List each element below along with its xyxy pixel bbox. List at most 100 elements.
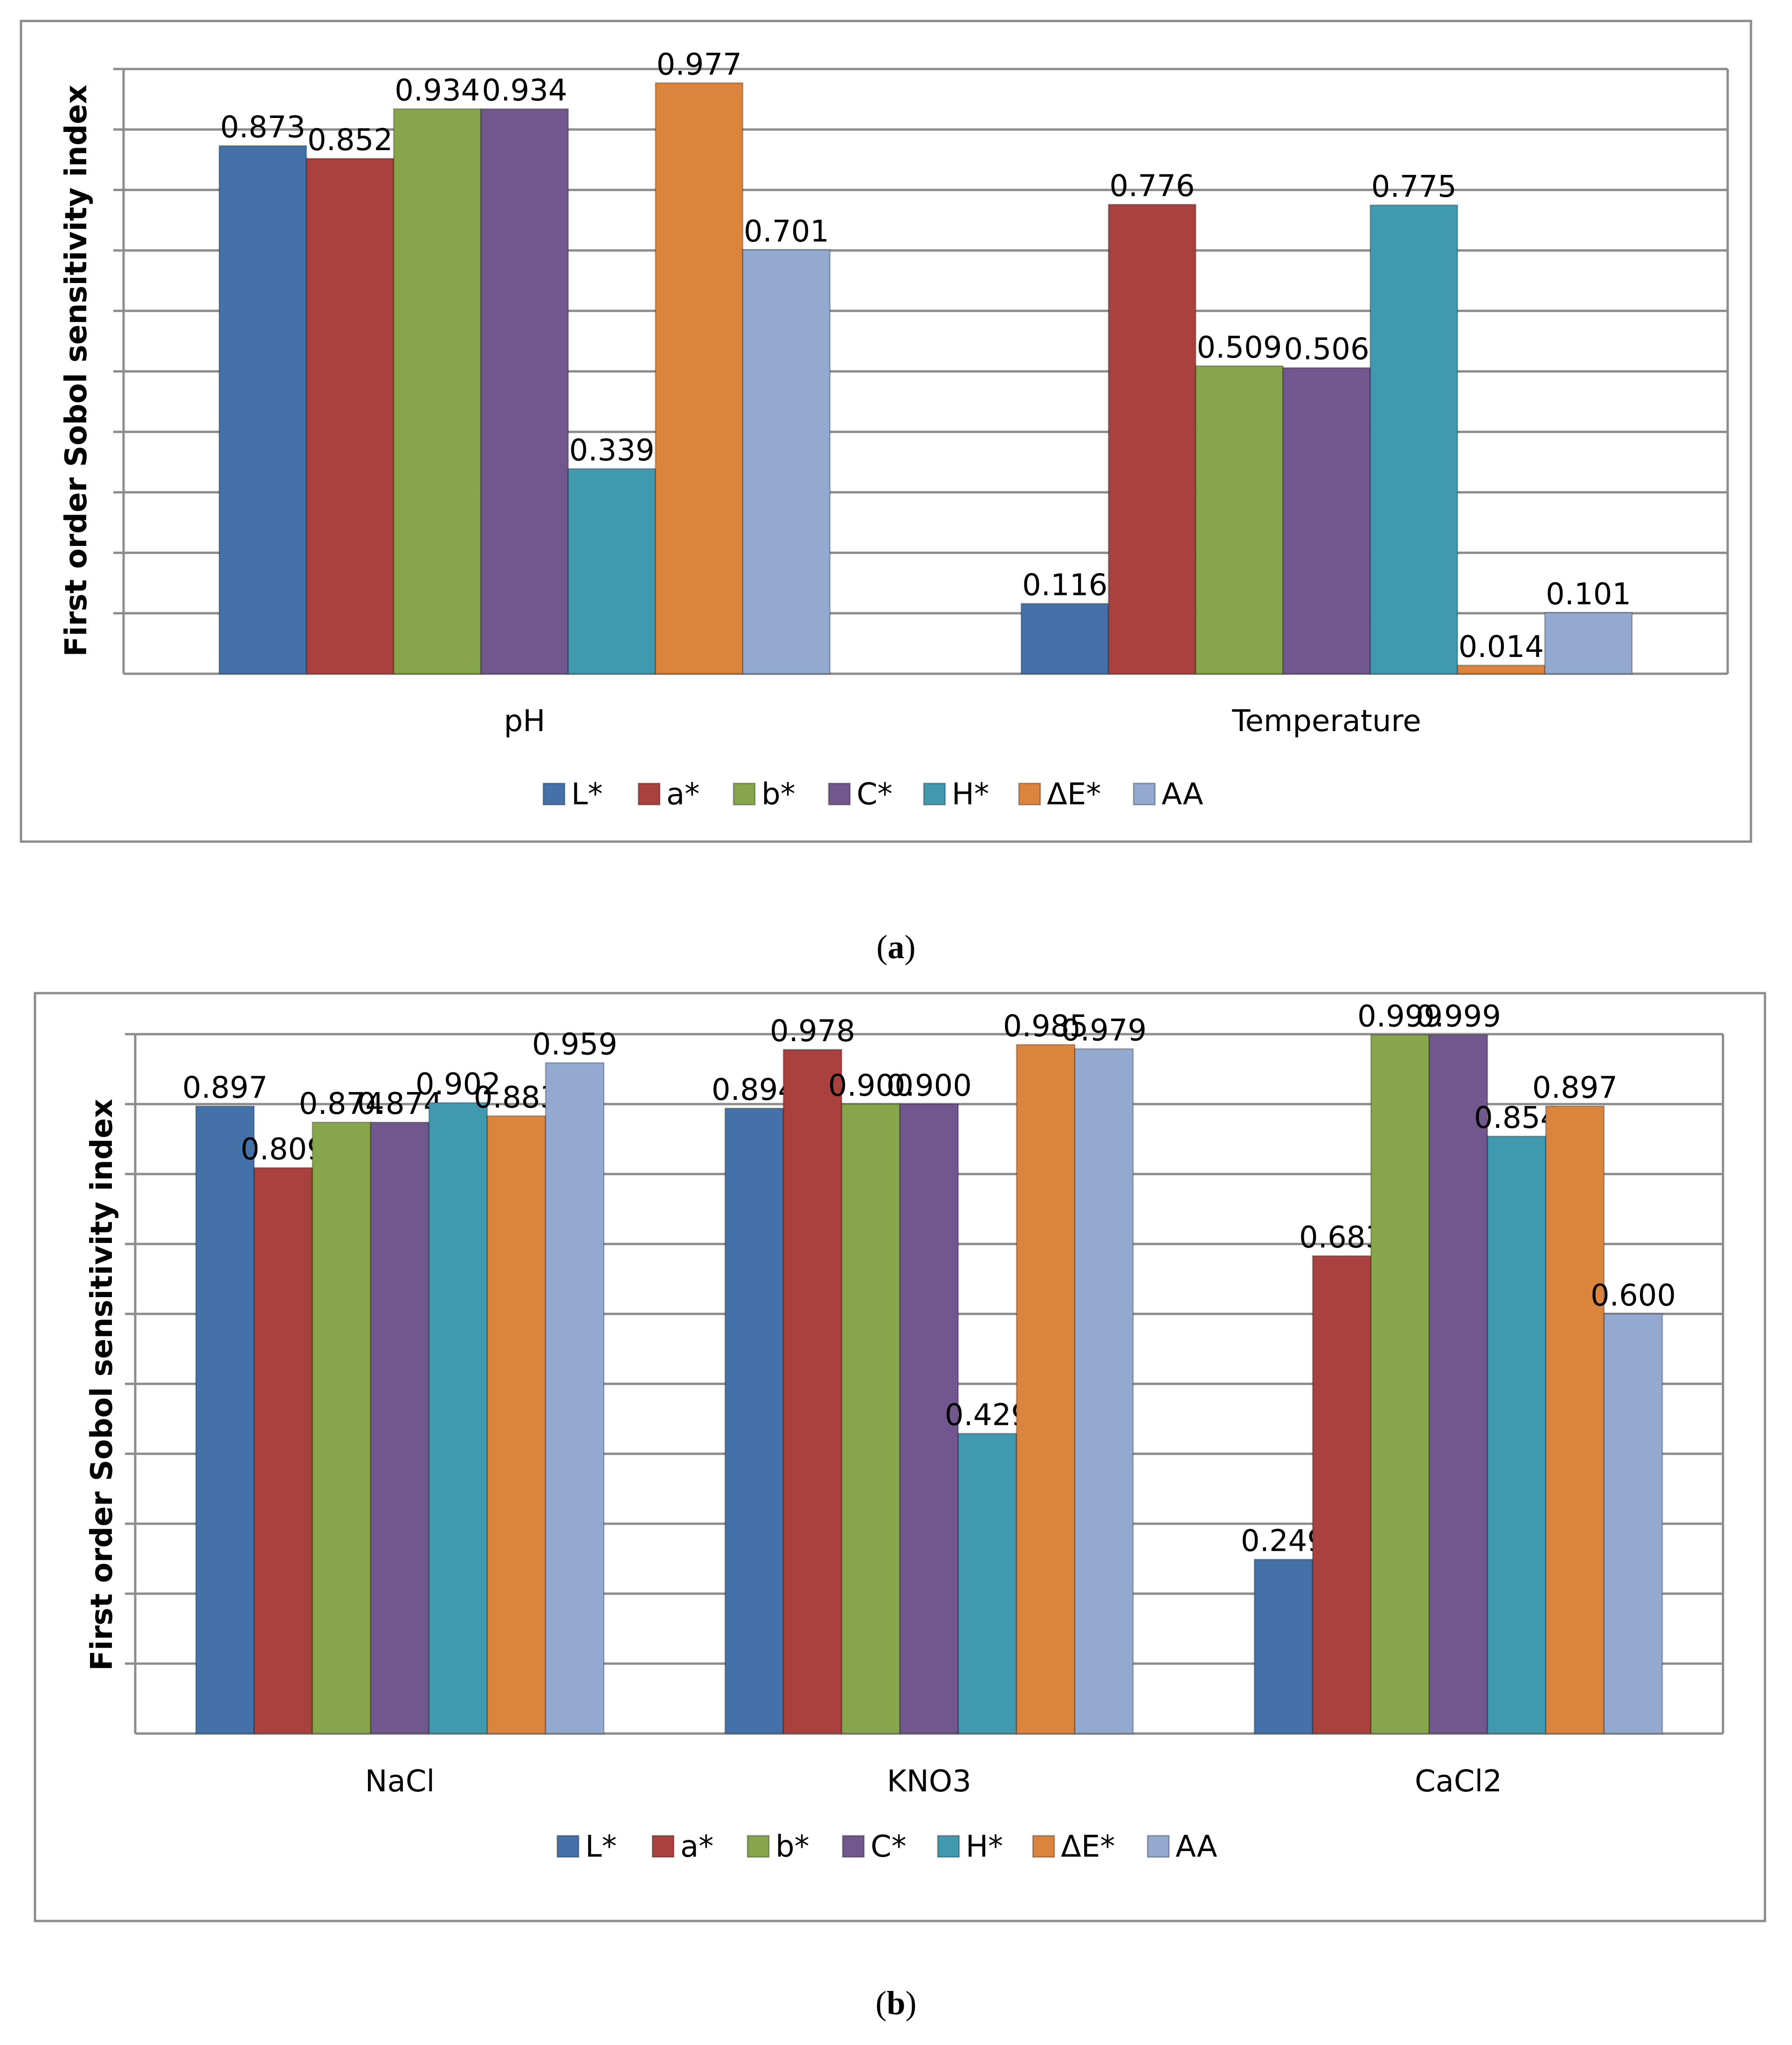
bar-temperature-c — [1282, 367, 1371, 675]
data-label-temperature-c: 0.506 — [1284, 332, 1369, 367]
bar-nacl-c — [370, 1121, 430, 1734]
caption-b-letter: b — [886, 1984, 906, 2022]
data-label-kno3-c: 0.900 — [886, 1069, 972, 1103]
bar-temperature-aa — [1544, 612, 1633, 675]
bar-nacl-aa — [545, 1062, 605, 1734]
data-label-kno3-a: 0.978 — [770, 1014, 855, 1049]
bar-ph-c — [480, 108, 569, 675]
bar-nacl-b — [311, 1121, 372, 1734]
caption-b: (b) — [0, 1984, 1792, 2023]
data-label-nacl-delta-e: 0.883 — [474, 1081, 559, 1115]
y-axis-label: First order Sobol sensitivity index — [59, 85, 94, 657]
legend-label-a: a* — [680, 1830, 713, 1864]
data-label-temperature-b: 0.509 — [1197, 331, 1282, 365]
data-label-nacl-c: 0.874 — [357, 1087, 443, 1121]
legend-label-a: a* — [666, 777, 699, 812]
bar-kno3-h — [957, 1433, 1017, 1734]
bar-nacl-l — [195, 1105, 255, 1734]
data-label-nacl-b: 0.874 — [299, 1087, 384, 1121]
bar-cacl2-c — [1428, 1034, 1488, 1734]
category-label-temperature: Temperature — [1232, 704, 1421, 739]
legend-swatch-h — [923, 782, 946, 806]
caption-a-letter: a — [887, 928, 905, 966]
bar-cacl2-b — [1370, 1034, 1430, 1734]
data-label-cacl2-a: 0.683 — [1299, 1221, 1384, 1255]
bar-ph-delta-e — [655, 82, 744, 675]
bar-kno3-delta-e — [1016, 1044, 1076, 1734]
legend-swatch-a — [637, 782, 661, 806]
data-label-ph-aa: 0.701 — [744, 214, 829, 249]
legend-label-c: C* — [857, 777, 893, 812]
bar-temperature-b — [1195, 365, 1284, 675]
data-label-ph-delta-e: 0.977 — [657, 48, 742, 82]
legend: L* a* b* C* H* ΔE* AA — [556, 1830, 1218, 1864]
legend-swatch-b — [733, 782, 756, 806]
chart-a: First order Sobol sensitivity index 0.873… — [20, 20, 1752, 843]
legend-swatch-a — [651, 1835, 675, 1858]
data-label-ph-h: 0.339 — [569, 433, 655, 468]
bar-cacl2-l — [1253, 1559, 1314, 1734]
legend-swatch-c — [842, 1835, 865, 1858]
bar-kno3-a — [782, 1049, 843, 1734]
legend-swatch-delta-e — [1032, 1835, 1055, 1858]
legend-swatch-aa — [1133, 782, 1156, 806]
bar-cacl2-a — [1312, 1255, 1372, 1734]
legend-swatch-l — [542, 782, 566, 806]
legend-label-aa: AA — [1162, 777, 1204, 812]
bar-kno3-aa — [1074, 1048, 1134, 1734]
data-label-nacl-h: 0.902 — [415, 1067, 501, 1102]
data-label-cacl2-c: 0.999 — [1416, 1000, 1501, 1034]
bar-ph-b — [393, 108, 482, 675]
bar-temperature-h — [1370, 204, 1459, 675]
legend-swatch-l — [556, 1835, 580, 1858]
bar-cacl2-h — [1487, 1135, 1547, 1734]
bar-ph-l — [218, 145, 307, 675]
legend-swatch-h — [937, 1835, 960, 1858]
bar-ph-h — [567, 468, 657, 675]
data-label-cacl2-delta-e: 0.897 — [1532, 1071, 1618, 1105]
bar-ph-aa — [742, 249, 831, 675]
legend-label-l: L* — [585, 1830, 617, 1864]
category-label-cacl2: CaCl2 — [1415, 1764, 1502, 1799]
data-label-temperature-aa: 0.101 — [1546, 577, 1631, 612]
caption-a: (a) — [0, 928, 1792, 967]
bar-temperature-a — [1107, 204, 1197, 675]
data-label-nacl-l: 0.897 — [182, 1071, 268, 1105]
legend-label-b: b* — [761, 777, 796, 812]
legend-label-b: b* — [775, 1830, 810, 1864]
data-label-temperature-h: 0.775 — [1371, 170, 1457, 204]
data-label-ph-b: 0.934 — [394, 74, 480, 108]
caption-b-close: ) — [905, 1984, 917, 2022]
data-label-temperature-delta-e: 0.014 — [1459, 630, 1544, 664]
data-label-kno3-b: 0.900 — [828, 1069, 913, 1103]
data-label-nacl-a: 0.809 — [241, 1133, 326, 1167]
legend-label-h: H* — [966, 1830, 1003, 1864]
legend-swatch-c — [828, 782, 851, 806]
chart-b: First order Sobol sensitivity index 0.897… — [34, 992, 1766, 1922]
bar-kno3-l — [724, 1107, 784, 1734]
caption-a-close: ) — [904, 928, 916, 966]
data-label-cacl2-aa: 0.600 — [1591, 1278, 1676, 1313]
bar-kno3-b — [841, 1103, 901, 1734]
data-label-ph-c: 0.934 — [482, 74, 567, 108]
bar-ph-a — [305, 158, 394, 675]
data-label-kno3-l: 0.894 — [712, 1073, 797, 1107]
data-label-ph-a: 0.852 — [307, 123, 393, 158]
category-label-kno3: KNO3 — [887, 1764, 971, 1799]
data-label-temperature-a: 0.776 — [1109, 169, 1195, 204]
bar-nacl-a — [253, 1167, 313, 1734]
legend-swatch-delta-e — [1018, 782, 1041, 806]
legend-label-aa: AA — [1176, 1830, 1218, 1864]
bar-cacl2-aa — [1603, 1313, 1663, 1734]
data-label-cacl2-l: 0.249 — [1241, 1524, 1326, 1559]
bar-temperature-delta-e — [1457, 664, 1546, 675]
legend-label-delta-e: ΔE* — [1047, 777, 1101, 812]
legend-label-h: H* — [952, 777, 989, 812]
data-label-nacl-aa: 0.959 — [532, 1028, 617, 1062]
data-label-temperature-l: 0.116 — [1022, 568, 1107, 603]
legend-label-l: L* — [571, 777, 603, 812]
bar-cacl2-delta-e — [1545, 1105, 1605, 1734]
data-label-cacl2-h: 0.854 — [1474, 1101, 1559, 1135]
legend-label-c: C* — [871, 1830, 906, 1864]
